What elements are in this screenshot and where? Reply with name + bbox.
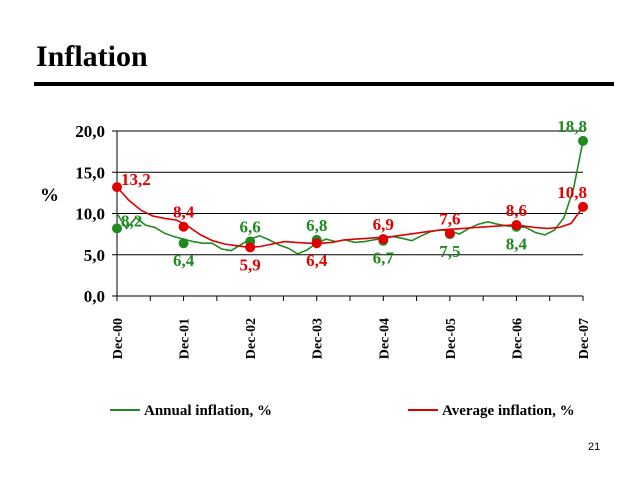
data-point: [378, 234, 389, 245]
legend-label: Annual inflation, %: [144, 403, 272, 419]
data-point: [178, 238, 189, 249]
data-point: [444, 228, 455, 239]
slide-title: Inflation: [36, 40, 148, 73]
data-label: 10,8: [557, 183, 587, 202]
data-label: 8,4: [173, 203, 195, 222]
legend-label: Average inflation, %: [442, 403, 575, 419]
data-point: [311, 238, 322, 249]
data-point: [511, 220, 522, 231]
x-tick-label: Dec-06: [510, 318, 525, 359]
series-line: [116, 186, 584, 249]
series-lines: [116, 140, 584, 255]
data-point: [112, 223, 122, 234]
data-point: [245, 242, 256, 253]
data-label: 6,4: [173, 251, 195, 270]
data-point: [578, 135, 588, 146]
x-tick-label: Dec-00: [111, 318, 126, 359]
data-label: 13,2: [121, 170, 151, 189]
data-label: 6,8: [306, 216, 327, 235]
gridlines: [117, 130, 583, 256]
data-label: 6,7: [373, 249, 395, 268]
y-tick-label: 10,0: [75, 205, 105, 224]
data-label: 6,6: [240, 218, 261, 237]
y-tick-label: 20,0: [75, 122, 105, 141]
data-labels: 8,2 6,4 6,6 6,8 6,7 7,5 8,4 18,8 13,2 8,4 5,9 6,4 6,…: [121, 117, 587, 274]
x-tick-label: Dec-07: [577, 318, 592, 359]
y-tick-label: 5,0: [84, 246, 105, 265]
x-tick-label: Dec-03: [311, 318, 326, 359]
series-markers: [112, 135, 588, 253]
data-label: 8,6: [506, 201, 527, 220]
data-point: [112, 182, 122, 193]
data-label: 18,8: [557, 117, 587, 136]
data-label: 8,2: [121, 211, 142, 230]
x-tick-label: Dec-04: [377, 318, 392, 359]
x-tick-label: Dec-01: [178, 318, 193, 359]
axes: 0,0 5,0 10,0 15,0 20,0% Dec-00 Dec-01 Dec-02 Dec…: [40, 122, 592, 359]
data-label: 7,5: [439, 242, 460, 261]
legend: Annual inflation, % Average inflation, %: [110, 403, 575, 419]
data-point: [578, 201, 588, 212]
x-tick-label: Dec-02: [244, 318, 259, 359]
data-label: 8,4: [506, 235, 528, 254]
data-point: [178, 221, 189, 232]
page-number: 21: [588, 441, 601, 453]
data-label: 6,9: [373, 215, 394, 234]
y-tick-label: 0,0: [84, 287, 105, 306]
data-label: 6,4: [306, 251, 328, 270]
data-label: 5,9: [240, 255, 261, 274]
y-tick-label: 15,0: [75, 163, 105, 182]
data-label: 7,6: [439, 209, 460, 228]
title-divider: [34, 82, 614, 86]
y-axis-label: %: [40, 185, 59, 206]
x-tick-label: Dec-05: [444, 318, 459, 359]
